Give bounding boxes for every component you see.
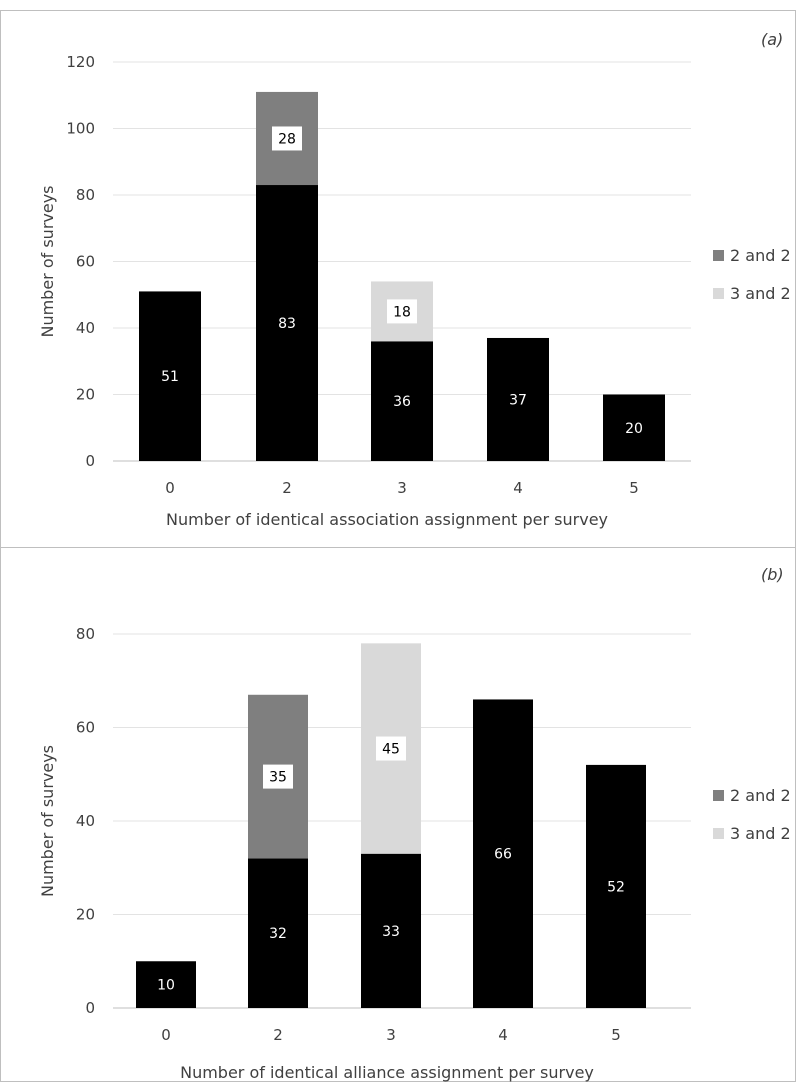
x-tick-label: 3 bbox=[386, 1026, 396, 1044]
y-axis-title: Number of surveys bbox=[38, 745, 57, 897]
x-tick-label: 2 bbox=[282, 479, 292, 497]
bar-value-label: 35 bbox=[269, 770, 287, 786]
legend-swatch bbox=[713, 828, 724, 839]
x-tick-label: 0 bbox=[161, 1026, 171, 1044]
bar-value-label: 33 bbox=[382, 924, 400, 940]
y-tick-label: 20 bbox=[76, 906, 95, 924]
bar-4-series-0 bbox=[473, 699, 533, 1008]
bar-4-series-0 bbox=[487, 337, 549, 461]
legend-label: 3 and 2 bbox=[730, 284, 791, 303]
bar-label-box bbox=[263, 764, 293, 789]
y-axis-title: Number of surveys bbox=[38, 185, 57, 337]
panel-label: (b) bbox=[761, 565, 784, 584]
x-axis-title: Number of identical association assignme… bbox=[166, 510, 608, 529]
bar-label-box bbox=[272, 126, 302, 151]
y-tick-label: 100 bbox=[66, 120, 95, 138]
legend-label: 3 and 2 bbox=[730, 824, 791, 843]
y-tick-label: 40 bbox=[76, 319, 95, 337]
y-tick-label: 80 bbox=[76, 625, 95, 643]
chart-panel-a: 0 20 40 60 80 100 120 51 0 83 28 2 36 18 3 37 4 20 5 Number… bbox=[0, 10, 796, 548]
bar-value-label: 52 bbox=[607, 879, 625, 895]
bar-value-label: 10 bbox=[157, 978, 175, 994]
x-tick-label: 4 bbox=[513, 479, 523, 497]
x-axis-title: Number of identical alliance assignment … bbox=[180, 1063, 594, 1082]
y-tick-label: 20 bbox=[76, 386, 95, 404]
bar-value-label: 18 bbox=[393, 304, 411, 320]
bar-3-series-0 bbox=[371, 341, 433, 461]
chart-a-svg: 0 20 40 60 80 100 120 51 0 83 28 2 36 18 3 37 4 20 5 Number… bbox=[38, 30, 791, 529]
legend-label: 2 and 2 bbox=[730, 786, 791, 805]
bar-value-label: 45 bbox=[382, 742, 400, 758]
panel-label: (a) bbox=[761, 30, 783, 49]
x-tick-label: 4 bbox=[498, 1026, 508, 1044]
x-tick-label: 5 bbox=[611, 1026, 621, 1044]
x-tick-label: 2 bbox=[273, 1026, 283, 1044]
y-tick-label: 40 bbox=[76, 812, 95, 830]
y-tick-label: 60 bbox=[76, 719, 95, 737]
legend-swatch bbox=[713, 250, 724, 261]
bar-value-label: 37 bbox=[509, 392, 527, 408]
y-tick-label: 0 bbox=[85, 452, 95, 470]
bar-5-series-0 bbox=[603, 394, 665, 461]
bar-value-label: 32 bbox=[269, 926, 287, 942]
x-tick-label: 0 bbox=[165, 479, 175, 497]
bar-0-series-0 bbox=[139, 291, 201, 461]
bar-5-series-0 bbox=[586, 764, 646, 1008]
bar-0-series-0 bbox=[136, 961, 196, 1008]
bar-value-label: 20 bbox=[625, 421, 643, 437]
bar-value-label: 36 bbox=[393, 394, 411, 410]
x-tick-label: 3 bbox=[397, 479, 407, 497]
bar-value-label: 51 bbox=[161, 369, 179, 385]
bar-value-label: 28 bbox=[278, 131, 296, 147]
legend-swatch bbox=[713, 790, 724, 801]
y-tick-label: 0 bbox=[85, 999, 95, 1017]
bar-value-label: 83 bbox=[278, 316, 296, 332]
y-tick-label: 60 bbox=[76, 253, 95, 271]
bar-3-series-0 bbox=[361, 853, 421, 1008]
x-tick-label: 5 bbox=[629, 479, 639, 497]
bar-label-box bbox=[376, 736, 406, 761]
bar-2-series-0 bbox=[248, 858, 308, 1008]
y-tick-label: 80 bbox=[76, 186, 95, 204]
bar-2-series-0 bbox=[256, 185, 318, 461]
bar-value-label: 66 bbox=[494, 847, 512, 863]
bar-label-box bbox=[387, 299, 417, 324]
legend-label: 2 and 2 bbox=[730, 246, 791, 265]
y-tick-label: 120 bbox=[66, 53, 95, 71]
legend-swatch bbox=[713, 288, 724, 299]
chart-panel-b: 0 20 40 60 80 10 0 32 35 2 33 45 3 66 4 52 5 Number of id… bbox=[0, 547, 796, 1082]
